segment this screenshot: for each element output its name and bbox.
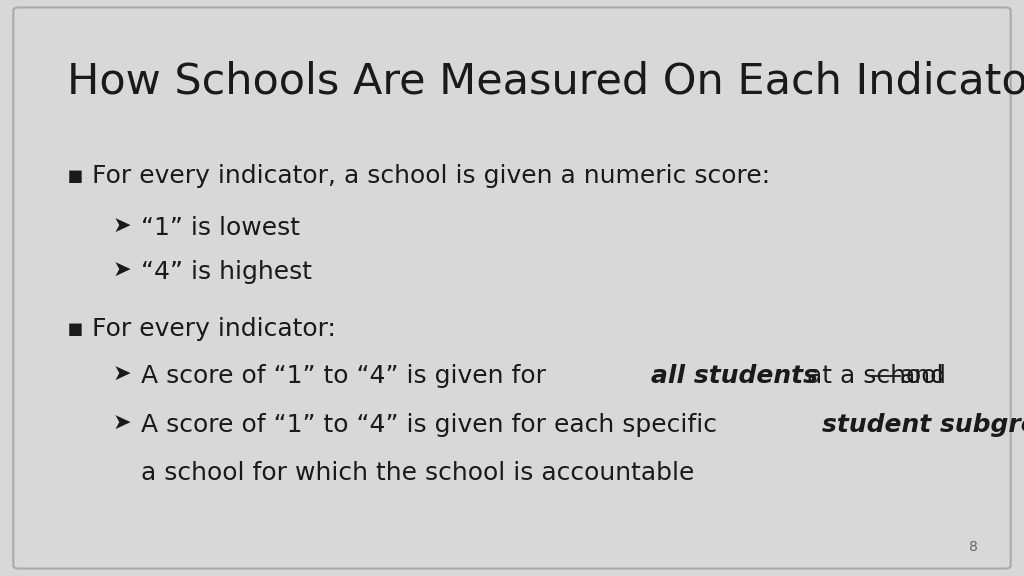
Text: “1” is lowest: “1” is lowest [141,216,300,240]
Text: all students: all students [650,364,817,388]
Text: A score of “1” to “4” is given for: A score of “1” to “4” is given for [141,364,554,388]
Text: For every indicator:: For every indicator: [92,317,336,341]
Text: For every indicator, a school is given a numeric score:: For every indicator, a school is given a… [92,164,770,188]
Text: ➤: ➤ [113,364,131,384]
Text: student subgroup: student subgroup [821,413,1024,437]
Text: ▪: ▪ [67,317,84,341]
Text: ➤: ➤ [113,413,131,433]
Text: and: and [900,364,947,388]
Text: ➤: ➤ [113,216,131,236]
FancyBboxPatch shape [13,7,1011,569]
Text: at: at [1016,413,1024,437]
Text: How Schools Are Measured On Each Indicator: How Schools Are Measured On Each Indicat… [67,60,1024,103]
Text: a school for which the school is accountable: a school for which the school is account… [141,461,694,485]
Text: A score of “1” to “4” is given for each specific: A score of “1” to “4” is given for each … [141,413,725,437]
Text: 8: 8 [969,540,978,554]
Text: “4” is highest: “4” is highest [141,260,312,285]
Text: at a school: at a school [799,364,951,388]
Text: ▪: ▪ [67,164,84,188]
Text: ➤: ➤ [113,260,131,281]
